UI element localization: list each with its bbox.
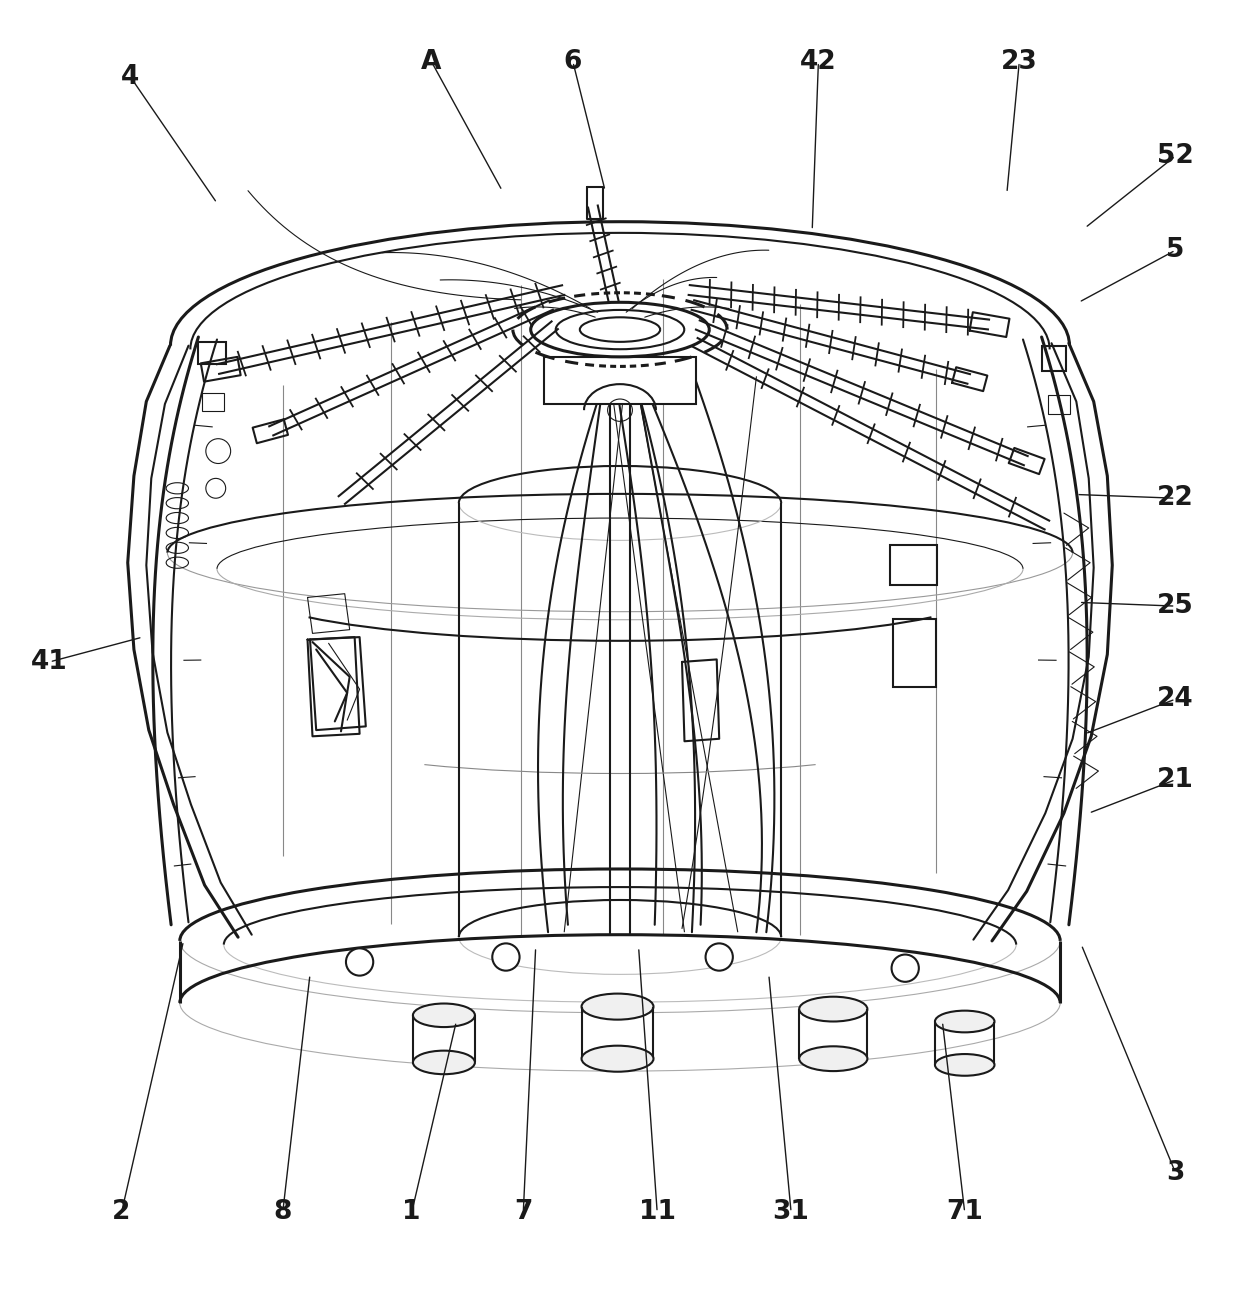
Text: 4: 4 [122, 64, 139, 90]
Ellipse shape [582, 994, 653, 1020]
Text: 41: 41 [31, 650, 68, 675]
Ellipse shape [413, 1051, 475, 1074]
Text: 7: 7 [515, 1199, 532, 1225]
Text: 5: 5 [1167, 238, 1184, 264]
Bar [202, 392, 224, 412]
Circle shape [892, 955, 919, 982]
Text: 8: 8 [274, 1199, 291, 1225]
Text: 2: 2 [113, 1199, 130, 1225]
Bar [1048, 395, 1070, 414]
Text: 24: 24 [1157, 686, 1194, 712]
Text: A: A [422, 49, 441, 75]
Ellipse shape [413, 1004, 475, 1028]
Ellipse shape [800, 996, 868, 1021]
Bar [544, 357, 696, 404]
Text: 6: 6 [564, 49, 582, 75]
Ellipse shape [582, 1046, 653, 1072]
Text: 1: 1 [403, 1199, 420, 1225]
Text: 71: 71 [946, 1199, 983, 1225]
Bar [1042, 346, 1066, 370]
Text: 23: 23 [1001, 49, 1038, 75]
Text: 52: 52 [1157, 143, 1194, 169]
Bar [198, 342, 226, 364]
Text: 3: 3 [1167, 1160, 1184, 1186]
Text: 21: 21 [1157, 766, 1194, 792]
Circle shape [346, 948, 373, 976]
Text: 11: 11 [639, 1199, 676, 1225]
Bar [890, 546, 937, 585]
Text: 25: 25 [1157, 594, 1194, 620]
Circle shape [492, 943, 520, 970]
Text: 42: 42 [800, 49, 837, 75]
Ellipse shape [935, 1053, 994, 1076]
Text: 31: 31 [773, 1199, 810, 1225]
Circle shape [706, 943, 733, 970]
Ellipse shape [800, 1046, 868, 1072]
Bar [893, 618, 936, 687]
Text: 22: 22 [1157, 486, 1194, 512]
Ellipse shape [935, 1011, 994, 1033]
